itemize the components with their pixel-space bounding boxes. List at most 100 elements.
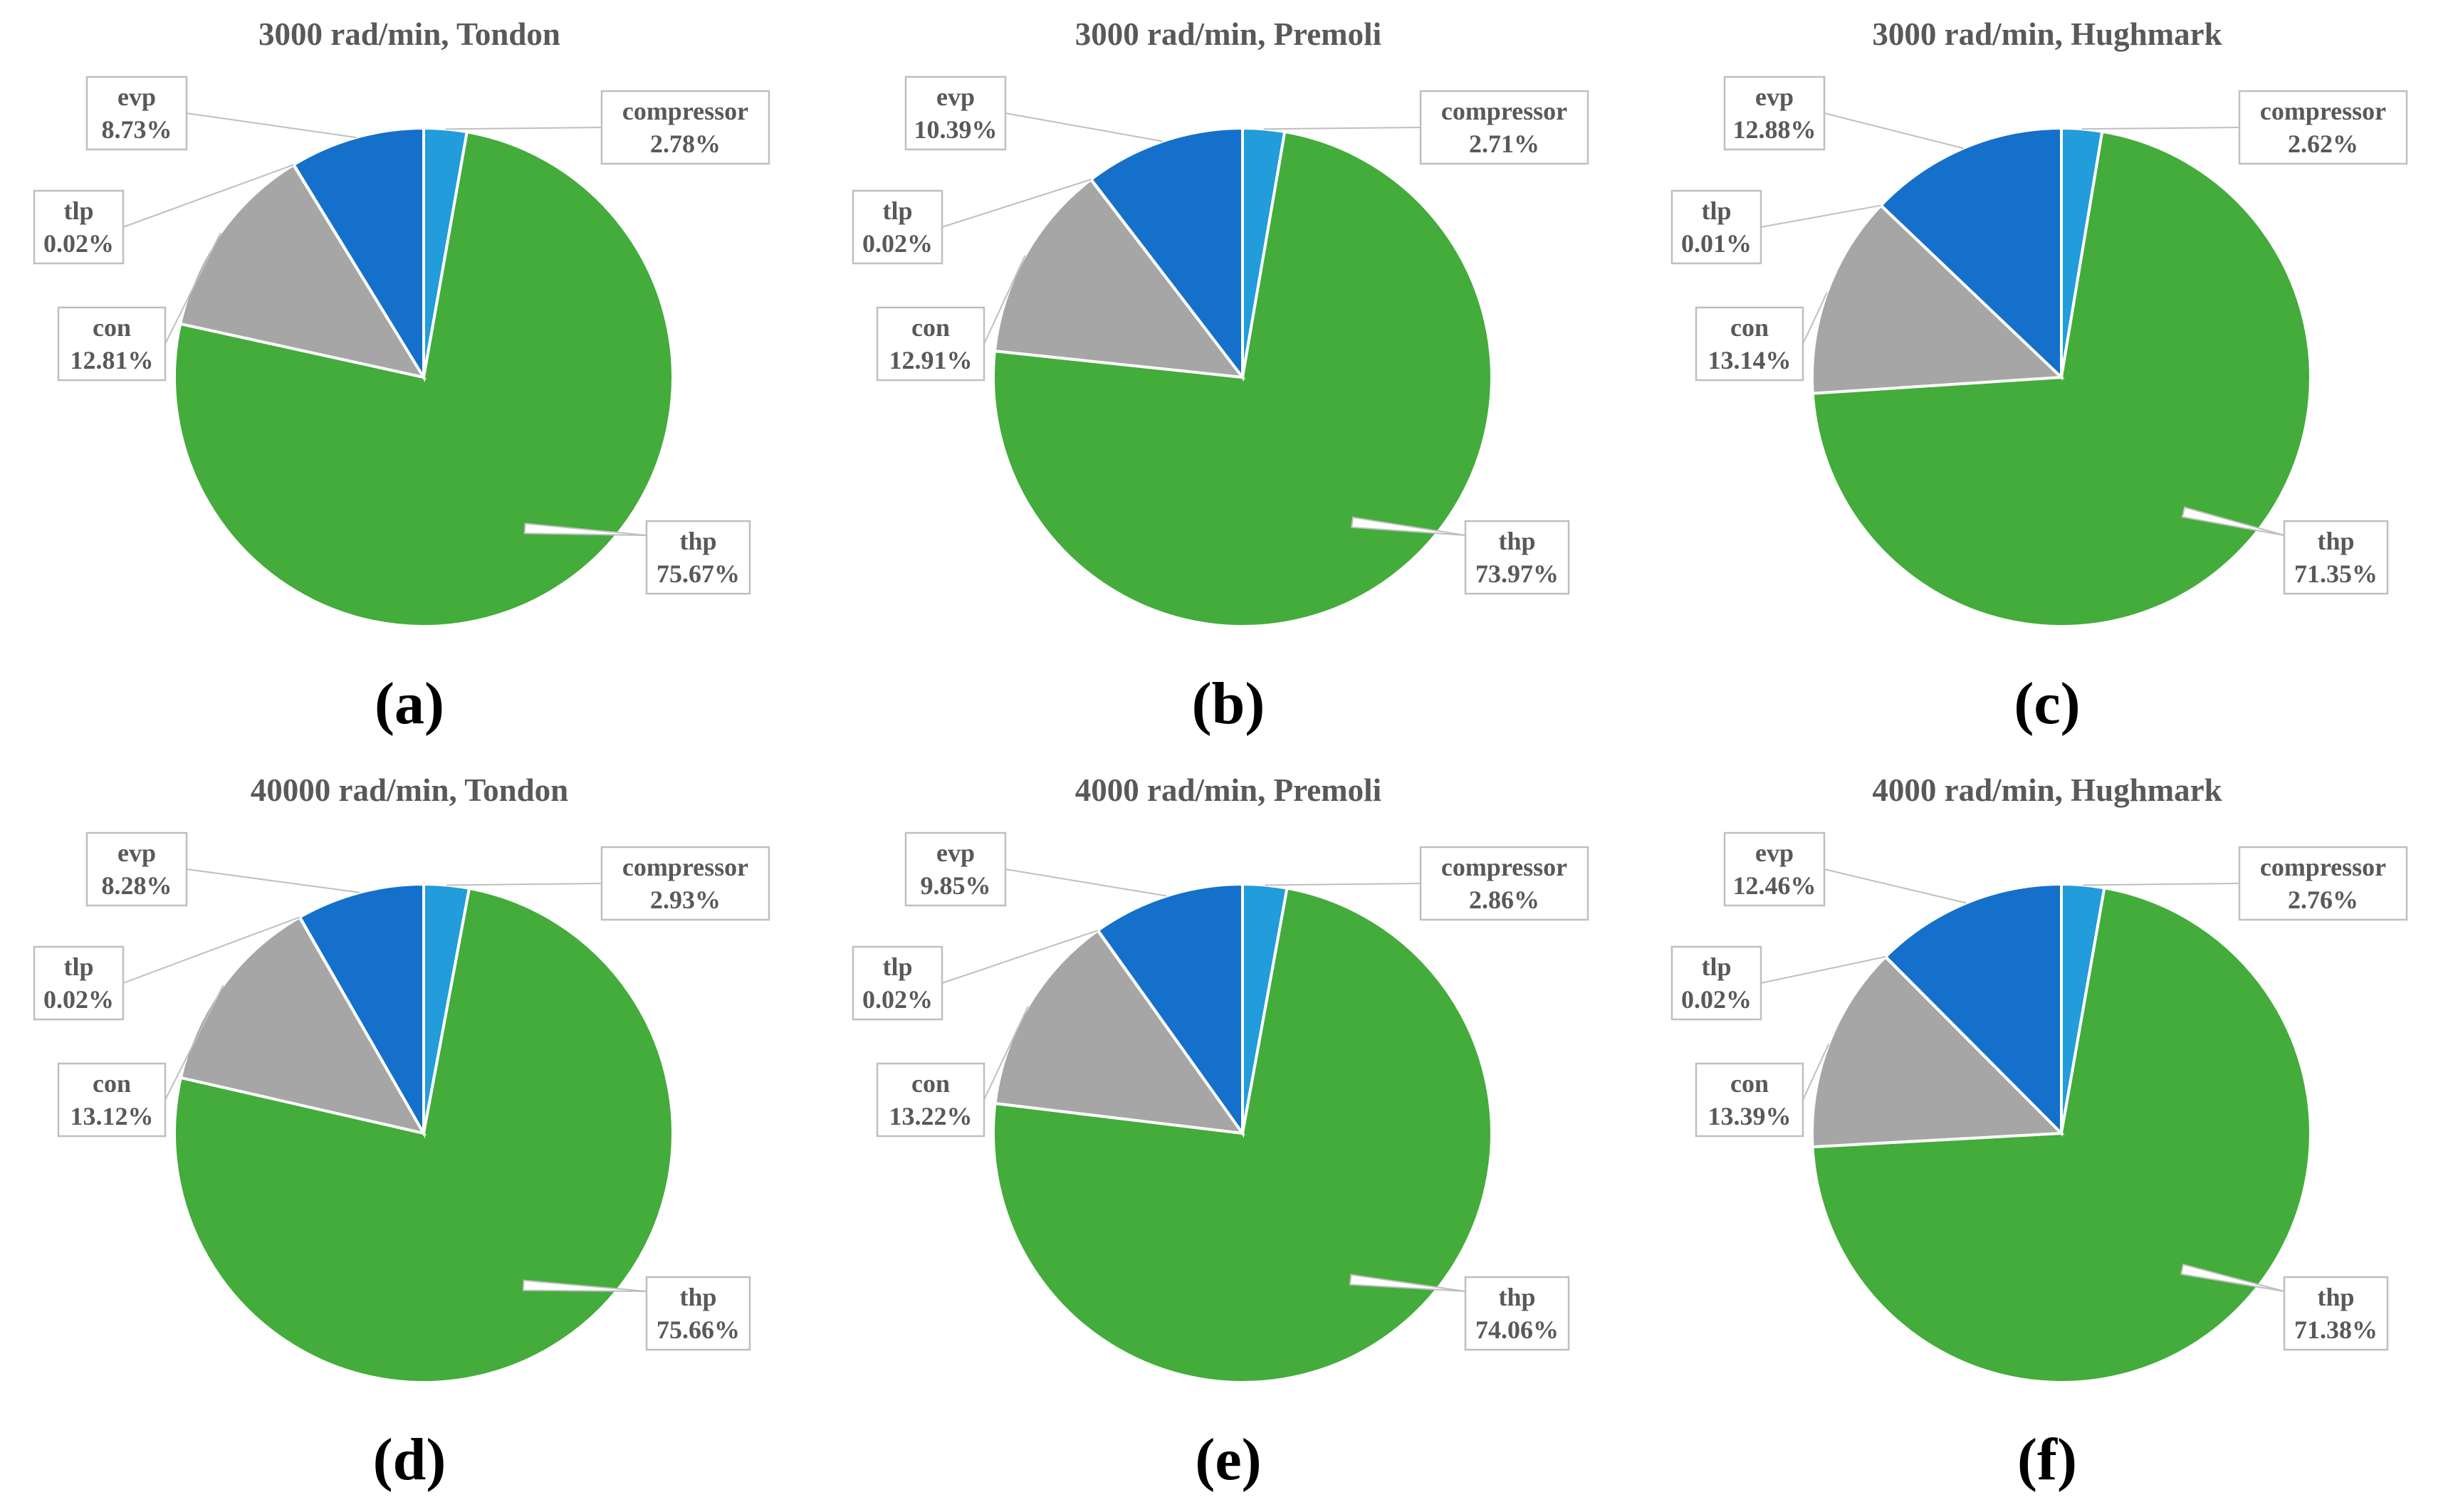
data-label-name: compressor <box>1441 97 1567 125</box>
data-label-name: compressor <box>622 97 748 125</box>
chart-title: 4000 rad/min, Hughmark <box>1872 772 2222 808</box>
leader-line-evp <box>1005 112 1163 142</box>
chart-panel-e: 4000 rad/min, Premoli compressor 2.86% thp… <box>819 756 1638 1511</box>
data-label-name: compressor <box>2260 853 2386 881</box>
data-labels: compressor 2.71% thp 73.97% con 12.91% tlp 0.02… <box>852 75 1589 595</box>
data-label-value: 13.39% <box>1708 1102 1792 1130</box>
leader-line-thp <box>522 1279 647 1292</box>
pie-slice-evp <box>1883 882 2063 1137</box>
leader-line-thp <box>523 523 647 536</box>
data-labels: compressor 2.62% thp 71.35% con 13.14% tlp 0.01… <box>1670 75 2408 595</box>
pie-chart: compressor 2.71% thp 73.97% con 12.91% tlp 0.02… <box>852 75 1589 628</box>
data-label-value: 10.39% <box>914 115 998 144</box>
data-label-name: thp <box>679 1283 716 1311</box>
data-label-box-compressor <box>2238 846 2408 921</box>
data-label-name: evp <box>936 83 975 111</box>
data-label-box-thp <box>645 1276 751 1351</box>
leader-line-thp <box>1351 516 1466 536</box>
data-label-box-evp <box>904 831 1007 907</box>
data-label-name: con <box>1730 1069 1769 1098</box>
chart-title: 3000 rad/min, Premoli <box>1074 16 1382 52</box>
data-label-box-con <box>876 306 985 382</box>
data-label-name: evp <box>117 839 156 867</box>
data-label-box-evp <box>1723 831 1826 907</box>
pie-chart: compressor 2.78% thp 75.67% con 12.81% tlp 0.02… <box>33 75 770 628</box>
data-label-value: 8.73% <box>102 115 172 144</box>
panel-caption: (c) <box>2014 671 2081 737</box>
data-label-box-tlp <box>33 945 125 1021</box>
leader-line-compressor <box>1263 127 1421 130</box>
data-label-box-thp <box>1464 1276 1570 1351</box>
data-label-box-tlp <box>33 189 125 265</box>
leader-line-con <box>1802 1044 1830 1101</box>
pie-chart: compressor 2.86% thp 74.06% con 13.22% tlp 0.02… <box>852 831 1589 1384</box>
pie-slice-evp <box>291 126 425 383</box>
pie-slices <box>992 126 1493 628</box>
data-label-value: 8.28% <box>102 871 172 900</box>
panel-caption: (e) <box>1195 1427 1262 1493</box>
data-label-box-tlp <box>852 189 943 265</box>
data-label-value: 75.67% <box>657 560 740 588</box>
data-label-name: tlp <box>882 952 912 981</box>
pie-slice-evp <box>1096 882 1244 1138</box>
leader-line-tlp <box>122 916 300 984</box>
data-label-name: thp <box>2317 1283 2354 1311</box>
data-label-box-compressor <box>2238 90 2408 165</box>
leader-line-thp <box>2181 506 2285 536</box>
data-label-box-compressor <box>600 846 770 921</box>
pie-slice-evp <box>298 882 425 1139</box>
pie-chart: compressor 2.76% thp 71.38% con 13.39% tlp 0.02… <box>1670 831 2408 1384</box>
data-labels: compressor 2.76% thp 71.38% con 13.39% tlp 0.02… <box>1670 831 2408 1351</box>
data-label-name: tlp <box>1701 196 1731 225</box>
data-label-value: 12.91% <box>889 346 973 374</box>
data-label-name: con <box>1730 313 1769 342</box>
data-label-box-tlp <box>852 945 943 1021</box>
leader-line-tlp <box>941 179 1092 228</box>
leader-line-tlp <box>941 930 1099 984</box>
pie-slices <box>173 882 674 1384</box>
pie-slice-con <box>1811 203 2065 395</box>
data-label-name: thp <box>2317 527 2354 555</box>
pie-slices <box>1811 126 2312 628</box>
data-labels: compressor 2.93% thp 75.66% con 13.12% tlp 0.02… <box>33 831 770 1351</box>
leader-line-con <box>983 255 1026 345</box>
chart-title: 4000 rad/min, Premoli <box>1074 772 1382 808</box>
data-label-box-thp <box>645 520 751 595</box>
data-label-value: 2.78% <box>650 130 721 158</box>
data-label-value: 0.02% <box>862 229 933 258</box>
data-label-value: 0.01% <box>1681 229 1752 258</box>
data-label-name: thp <box>679 527 716 555</box>
data-label-value: 2.93% <box>650 886 721 914</box>
data-label-name: tlp <box>63 952 93 981</box>
data-label-name: evp <box>1755 839 1794 867</box>
leader-line-con <box>1802 292 1828 345</box>
chart-panel-d: 40000 rad/min, Tondon compressor 2.93% thp… <box>0 756 819 1511</box>
data-label-box-compressor <box>1419 90 1589 165</box>
data-label-name: con <box>911 313 950 342</box>
data-label-box-evp <box>1723 75 1826 151</box>
chart-title: 40000 rad/min, Tondon <box>250 772 569 808</box>
chart-panel-b: 3000 rad/min, Premoli compressor 2.71% thp… <box>819 0 1638 755</box>
data-label-box-con <box>1695 306 1804 382</box>
chart-title: 3000 rad/min, Tondon <box>258 16 560 52</box>
pie-slices <box>1811 882 2312 1384</box>
panel-caption: (d) <box>372 1427 446 1493</box>
leader-line-con <box>983 1005 1029 1101</box>
data-label-value: 12.46% <box>1733 871 1816 900</box>
data-label-value: 12.81% <box>70 346 154 374</box>
leader-line-compressor <box>2083 883 2240 886</box>
pie-slices <box>173 126 674 628</box>
chart-title: 3000 rad/min, Hughmark <box>1872 16 2222 52</box>
chart-panel-a: 3000 rad/min, Tondon compressor 2.78% thp 7… <box>0 0 819 755</box>
data-label-name: con <box>93 313 131 342</box>
leader-line-tlp <box>1760 956 1886 984</box>
data-label-value: 71.38% <box>2294 1316 2378 1344</box>
data-label-value: 0.02% <box>1681 985 1752 1014</box>
leader-line-tlp <box>1760 204 1881 228</box>
data-label-value: 74.06% <box>1475 1316 1559 1344</box>
data-label-box-compressor <box>600 90 770 165</box>
data-label-name: evp <box>1755 83 1794 111</box>
leader-line-thp <box>1349 1274 1466 1292</box>
data-label-name: thp <box>1498 527 1535 555</box>
